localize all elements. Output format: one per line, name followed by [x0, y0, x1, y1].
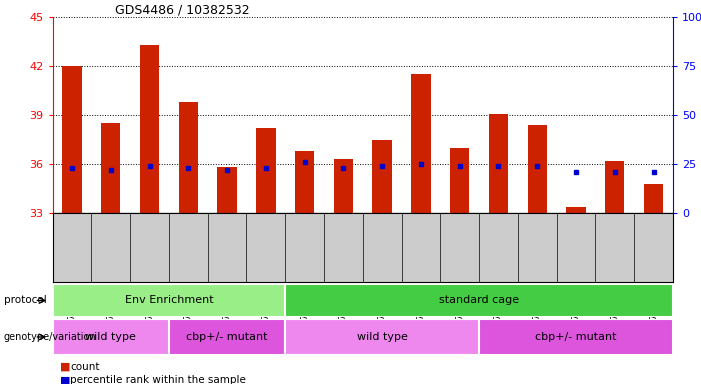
Bar	[566, 207, 586, 213]
Bar	[450, 148, 470, 213]
Bar	[528, 125, 547, 213]
Text: wild type: wild type	[357, 332, 407, 342]
Bar	[179, 102, 198, 213]
FancyBboxPatch shape	[53, 319, 169, 355]
Bar	[411, 74, 430, 213]
FancyBboxPatch shape	[285, 284, 673, 317]
FancyBboxPatch shape	[53, 284, 285, 317]
Bar	[372, 140, 392, 213]
Text: cbp+/- mutant: cbp+/- mutant	[536, 332, 617, 342]
Bar	[644, 184, 663, 213]
Text: standard cage: standard cage	[439, 295, 519, 306]
Text: genotype/variation: genotype/variation	[4, 332, 96, 342]
Text: ■: ■	[60, 362, 70, 372]
Text: GDS4486 / 10382532: GDS4486 / 10382532	[114, 3, 250, 16]
Text: cbp+/- mutant: cbp+/- mutant	[186, 332, 268, 342]
FancyBboxPatch shape	[169, 319, 285, 355]
Text: percentile rank within the sample: percentile rank within the sample	[70, 375, 246, 384]
Bar	[217, 167, 237, 213]
FancyBboxPatch shape	[479, 319, 673, 355]
Text: count: count	[70, 362, 100, 372]
Text: protocol: protocol	[4, 295, 46, 306]
Text: wild type: wild type	[86, 332, 136, 342]
Bar	[295, 151, 314, 213]
Bar	[101, 123, 121, 213]
Bar	[489, 114, 508, 213]
FancyBboxPatch shape	[285, 319, 479, 355]
Bar	[256, 128, 275, 213]
Text: Env Enrichment: Env Enrichment	[125, 295, 213, 306]
Bar	[139, 45, 159, 213]
Bar	[605, 161, 625, 213]
Text: ■: ■	[60, 375, 70, 384]
Bar	[334, 159, 353, 213]
Bar	[62, 66, 81, 213]
